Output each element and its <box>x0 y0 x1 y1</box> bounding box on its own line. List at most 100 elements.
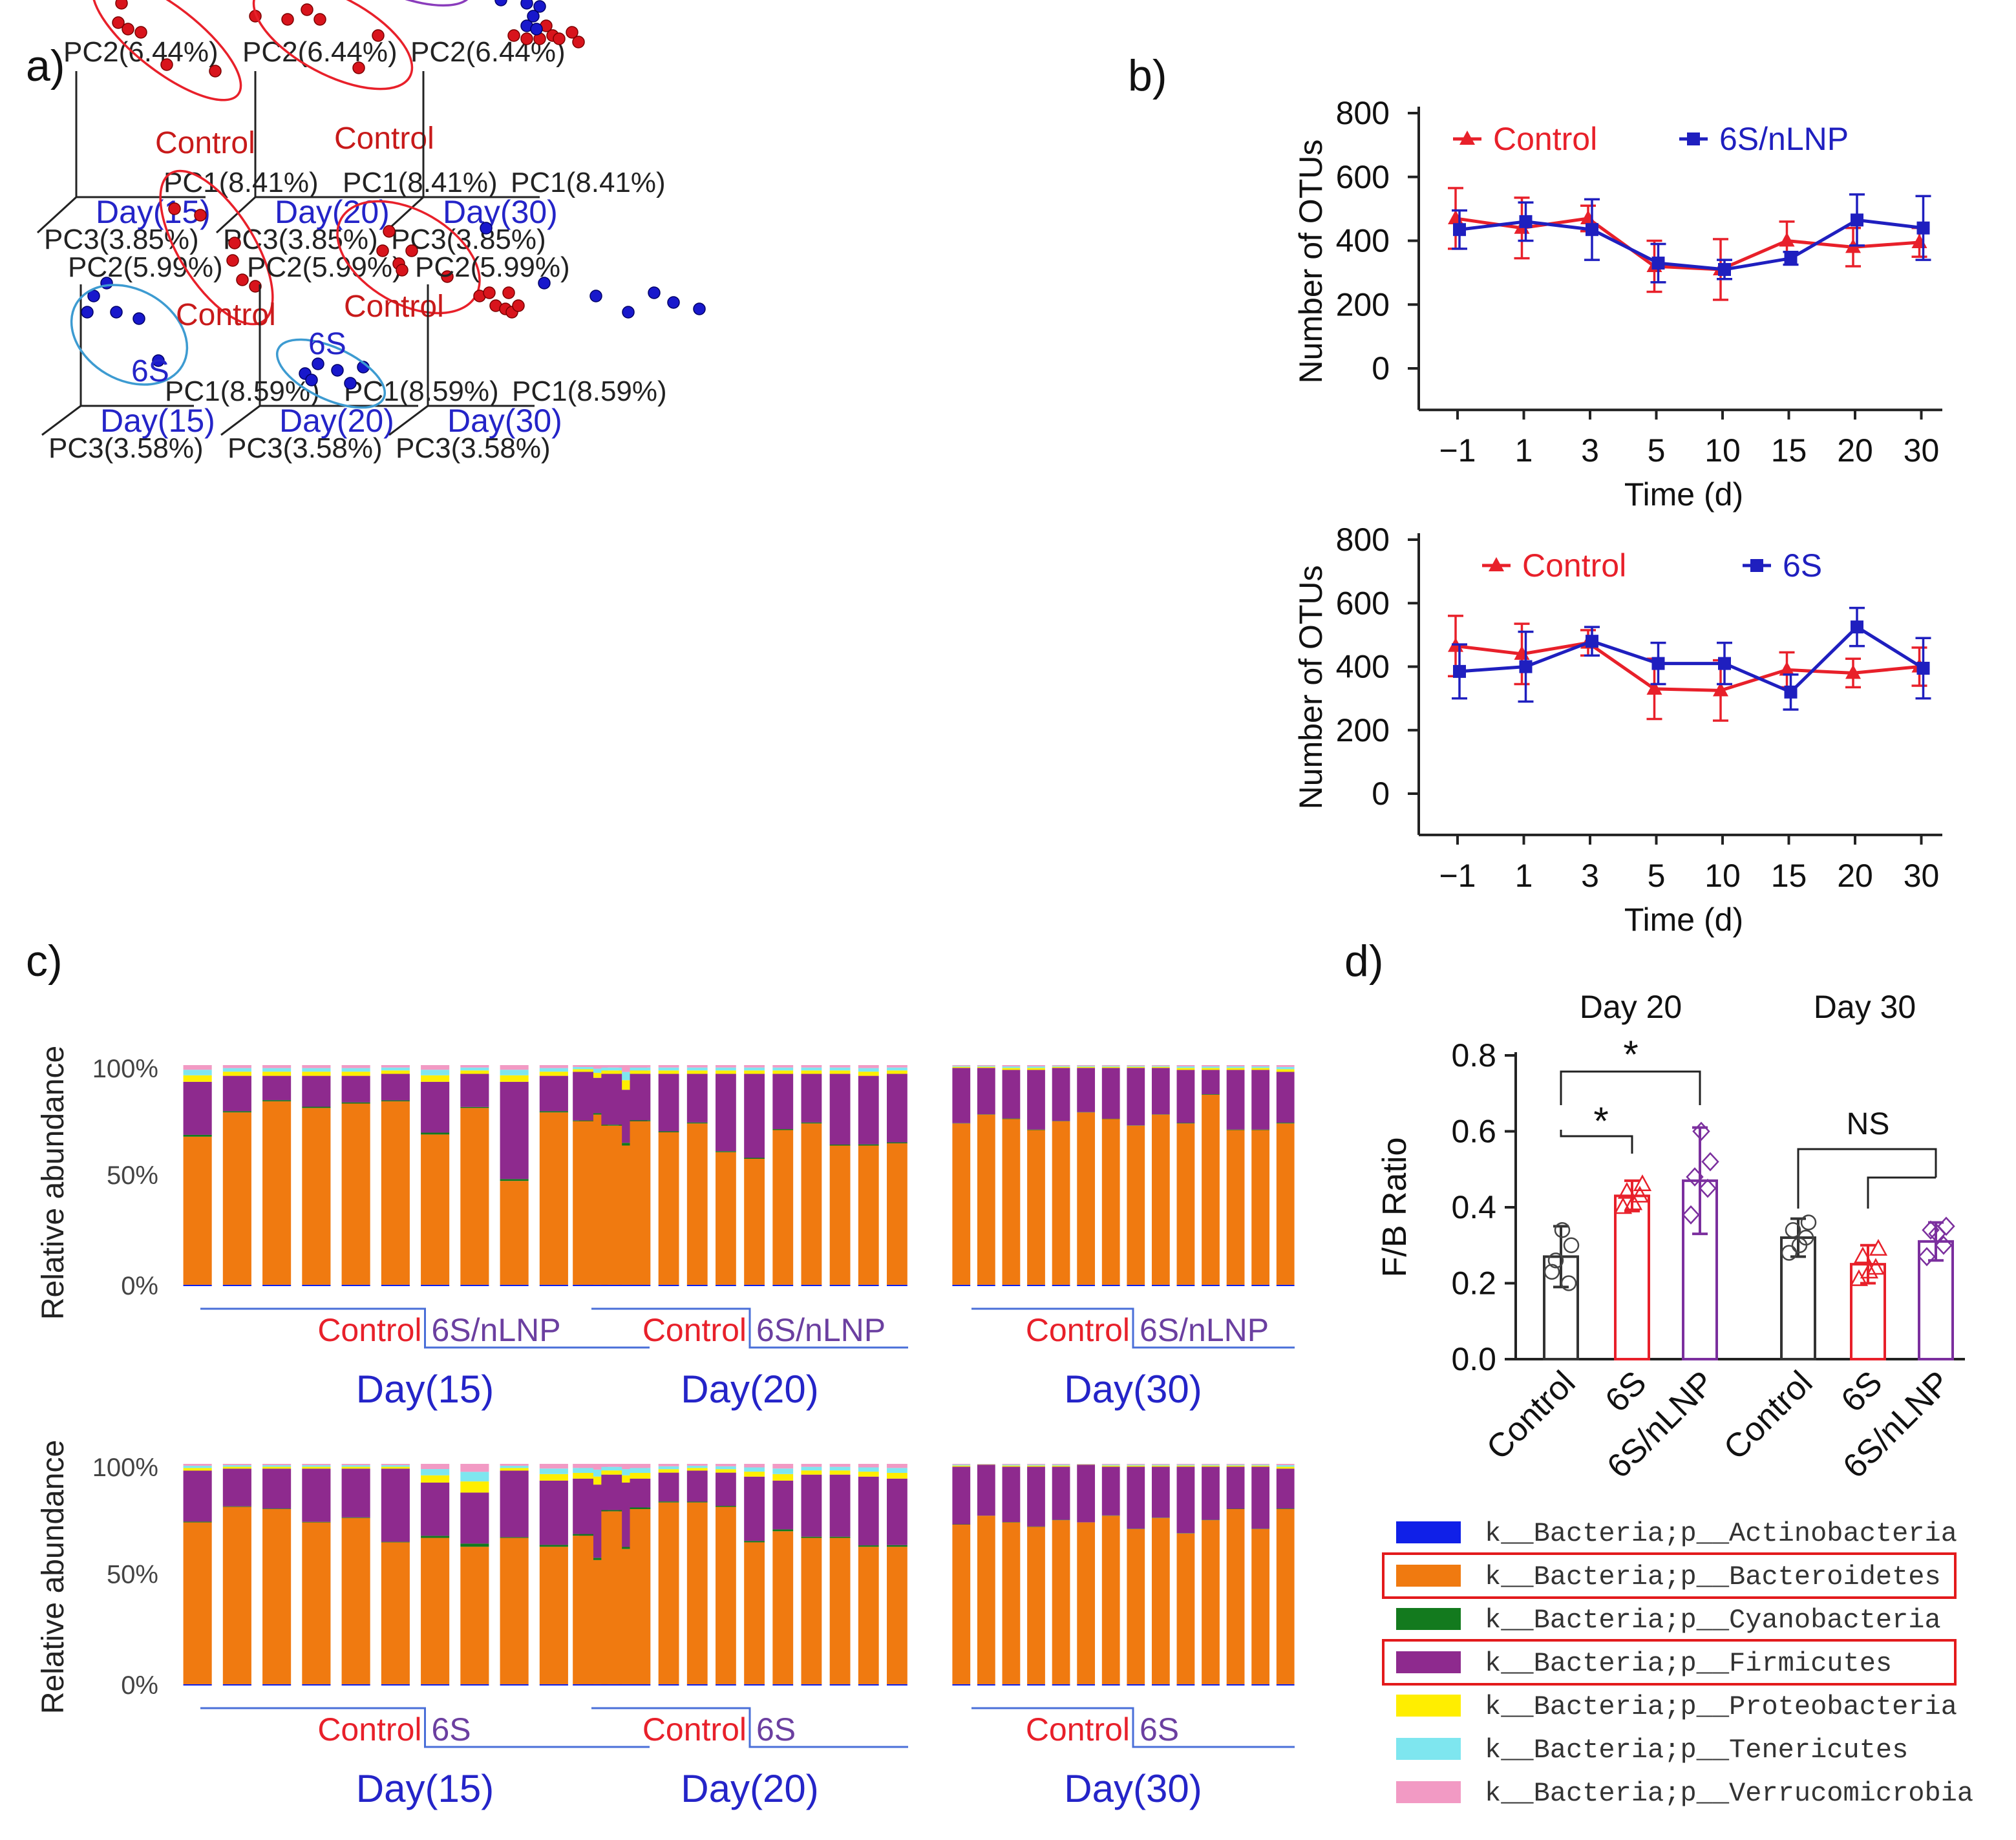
abundance-bar-firmicutes <box>539 1480 568 1545</box>
abundance-bar-actinobacteria <box>858 1284 879 1286</box>
pcoa-point-control <box>112 16 125 29</box>
pc1-label: PC1(8.41%) <box>343 167 498 198</box>
otu-x-tick-label: 10 <box>1704 858 1741 894</box>
abundance-bar-bacteroidetes <box>1176 1123 1195 1285</box>
abundance-bar-bacteroidetes <box>772 1130 794 1285</box>
otu-y-tick-label: 200 <box>1336 712 1390 748</box>
abundance-bar-verrucomicrobia <box>341 1464 370 1466</box>
otu-x-tick-label: 20 <box>1837 432 1873 469</box>
abundance-bar-verrucomicrobia <box>421 1065 450 1070</box>
abundance-bar-proteobacteria <box>579 1073 608 1078</box>
abundance-bar-bacteroidetes <box>716 1507 736 1684</box>
pcoa-point-control <box>405 244 418 257</box>
abundance-bar-verrucomicrobia <box>601 1464 622 1467</box>
otu-point-square <box>1718 262 1731 276</box>
abundance-bar-actinobacteria <box>829 1684 851 1686</box>
abundance-bar-actinobacteria <box>658 1284 679 1286</box>
otu-series-line <box>1455 641 1920 692</box>
fb-point <box>1701 1152 1719 1172</box>
abundance-bar-firmicutes <box>500 1081 529 1179</box>
pcoa-point-control <box>396 264 409 277</box>
fb-point <box>1624 1193 1643 1211</box>
pcoa-pc3-axis <box>220 405 260 436</box>
abundance-bar-verrucomicrobia <box>500 1065 529 1070</box>
abundance-bar-bacteroidetes <box>601 1511 622 1684</box>
abundance-bar-verrucomicrobia <box>573 1464 593 1468</box>
abundance-bar-cyanobacteria <box>716 1506 736 1507</box>
pcoa-day-label: Day(30) <box>443 194 558 230</box>
abundance-bar-firmicutes <box>302 1075 331 1107</box>
abundance-bar-actinobacteria <box>1251 1684 1270 1686</box>
abundance-bar-actinobacteria <box>262 1684 292 1686</box>
abundance-bar-bacteroidetes <box>573 1536 593 1684</box>
abundance-bar-firmicutes <box>341 1075 370 1103</box>
abundance-bar-bacteroidetes <box>262 1101 292 1285</box>
abundance-bar-tenericutes <box>539 1068 568 1072</box>
abundance-bar-firmicutes <box>1027 1466 1045 1527</box>
abundance-bar-cyanobacteria <box>262 1508 292 1509</box>
abundance-bar-tenericutes <box>1002 1066 1021 1068</box>
abundance-bar-firmicutes <box>801 1474 822 1537</box>
abundance-bar-proteobacteria <box>744 1472 765 1477</box>
fb-point <box>1785 1222 1801 1238</box>
otu-point-triangle <box>1580 209 1596 224</box>
abundance-bar-bacteroidetes <box>977 1114 995 1285</box>
pcoa-point-treatment <box>81 306 94 319</box>
abundance-bar-cyanobacteria <box>341 1517 370 1518</box>
abundance-bar-actinobacteria <box>579 1684 608 1686</box>
group-ellipse-6s <box>70 284 189 386</box>
abundance-bar-firmicutes <box>500 1470 529 1538</box>
abundance-bar-proteobacteria <box>801 1470 822 1475</box>
abundance-bar-cyanobacteria <box>801 1122 822 1124</box>
abundance-bar-firmicutes <box>744 1476 765 1541</box>
abundance-bar-firmicutes <box>421 1483 450 1536</box>
legend-swatch <box>1396 1781 1461 1803</box>
pcoa-point-control <box>383 225 396 238</box>
otu-series-line <box>1459 624 1924 694</box>
group-ellipse-control <box>91 0 242 101</box>
abundance-bar-verrucomicrobia <box>1202 1464 1220 1465</box>
abundance-bar-firmicutes <box>1276 1072 1295 1123</box>
pcoa-point-control <box>507 29 520 42</box>
otu-point-square <box>1784 685 1798 699</box>
abundance-bar-actinobacteria <box>1151 1684 1170 1686</box>
otu-point-square <box>1718 657 1731 670</box>
fb-point <box>1928 1224 1946 1243</box>
abundance-bar-bacteroidetes <box>952 1524 971 1684</box>
abundance-bar-bacteroidetes <box>1276 1123 1295 1285</box>
sig-bracket <box>1797 1148 1937 1209</box>
abundance-bar-proteobacteria <box>1226 1068 1245 1070</box>
abundance-bar-proteobacteria <box>381 1070 410 1074</box>
abundance-bar-bacteroidetes <box>829 1538 851 1684</box>
abundance-bar-bacteroidetes <box>829 1145 851 1285</box>
abundance-bar-proteobacteria <box>801 1070 822 1074</box>
otu-point-triangle <box>1646 680 1662 695</box>
abundance-bar-verrucomicrobia <box>302 1464 331 1466</box>
abundance-bar-firmicutes <box>858 1476 879 1546</box>
abundance-bar-verrucomicrobia <box>801 1464 822 1467</box>
abundance-bar-actinobacteria <box>1276 1684 1295 1686</box>
abundance-bar-cyanobacteria <box>658 1501 679 1503</box>
abundance-bar-cyanobacteria <box>686 1501 708 1503</box>
abundance-bar-cyanobacteria <box>829 1144 851 1146</box>
abundance-bar-firmicutes <box>1276 1468 1295 1509</box>
abundance-bar-actinobacteria <box>1052 1284 1070 1286</box>
pc3-label: PC3(3.58%) <box>228 432 383 464</box>
group-label-treatment: 6S/nLNP <box>432 1312 561 1348</box>
abundance-bar-tenericutes <box>601 1067 622 1071</box>
otu-legend-label: 6S/nLNP <box>1719 121 1849 157</box>
pcoa-point-control <box>134 26 147 39</box>
abundance-bar-firmicutes <box>1127 1068 1145 1126</box>
abundance-bar-actinobacteria <box>341 1684 370 1686</box>
abundance-bar-firmicutes <box>262 1075 292 1101</box>
fb-point <box>1682 1205 1700 1225</box>
abundance-bar-tenericutes <box>421 1469 450 1475</box>
abundance-bar-actinobacteria <box>573 1284 593 1286</box>
otu-point-square <box>1586 223 1598 237</box>
abundance-bar-verrucomicrobia <box>977 1065 995 1066</box>
abundance-bar-firmicutes <box>183 1470 212 1522</box>
abundance-bar-firmicutes <box>573 1478 593 1534</box>
abundance-bar-bacteroidetes <box>630 1508 651 1684</box>
pcoa-point-control <box>441 270 454 283</box>
abundance-bar-bacteroidetes <box>573 1121 593 1285</box>
